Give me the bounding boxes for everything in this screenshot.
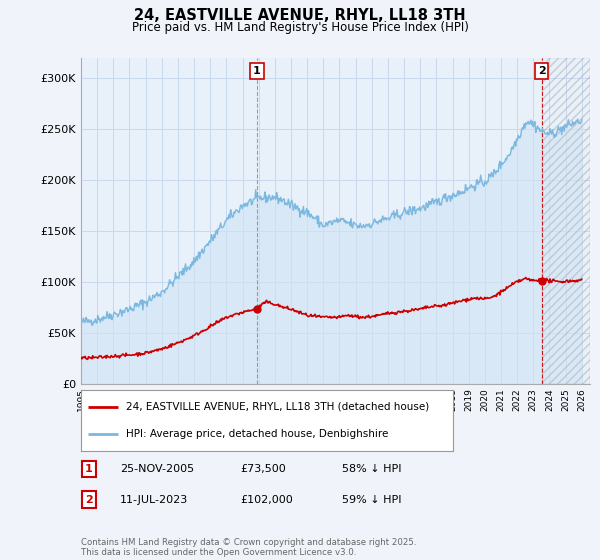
Text: 25-NOV-2005: 25-NOV-2005 [120,464,194,474]
Text: Price paid vs. HM Land Registry's House Price Index (HPI): Price paid vs. HM Land Registry's House … [131,21,469,34]
Text: HPI: Average price, detached house, Denbighshire: HPI: Average price, detached house, Denb… [125,430,388,440]
Text: 1: 1 [85,464,92,474]
Text: £102,000: £102,000 [240,494,293,505]
Text: 2: 2 [85,494,92,505]
Text: 58% ↓ HPI: 58% ↓ HPI [342,464,401,474]
Text: 2: 2 [538,66,546,76]
Text: 11-JUL-2023: 11-JUL-2023 [120,494,188,505]
Text: £73,500: £73,500 [240,464,286,474]
Text: 24, EASTVILLE AVENUE, RHYL, LL18 3TH: 24, EASTVILLE AVENUE, RHYL, LL18 3TH [134,8,466,24]
Text: 1: 1 [253,66,261,76]
Text: 24, EASTVILLE AVENUE, RHYL, LL18 3TH (detached house): 24, EASTVILLE AVENUE, RHYL, LL18 3TH (de… [125,402,429,412]
Text: 59% ↓ HPI: 59% ↓ HPI [342,494,401,505]
Text: Contains HM Land Registry data © Crown copyright and database right 2025.
This d: Contains HM Land Registry data © Crown c… [81,538,416,557]
